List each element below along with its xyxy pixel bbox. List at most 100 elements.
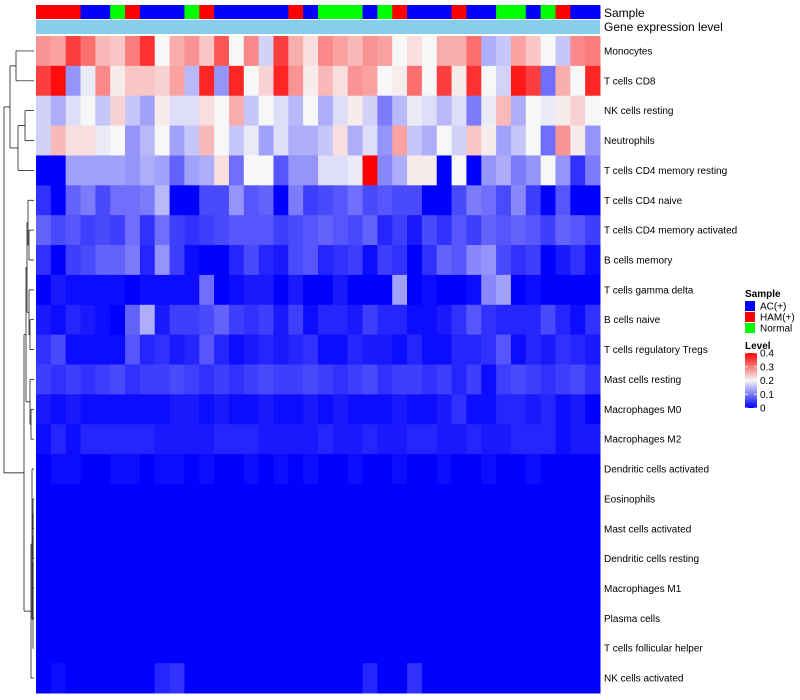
- sample-annotation-cell: [95, 5, 111, 19]
- heatmap-cell: [585, 424, 601, 455]
- heatmap-cell: [258, 334, 274, 365]
- heatmap-cell: [50, 155, 67, 186]
- row-label: NK cells resting: [604, 106, 673, 117]
- row-label: Mast cells activated: [604, 524, 691, 535]
- heatmap-cell: [50, 215, 67, 246]
- heatmap-cell: [36, 573, 52, 604]
- heatmap-cell: [407, 483, 423, 515]
- heatmap-cell: [510, 274, 527, 306]
- heatmap-cell: [36, 155, 52, 186]
- heatmap-cell: [466, 424, 482, 455]
- heatmap-cell: [540, 543, 556, 575]
- heatmap-cell: [392, 573, 408, 604]
- sample-annotation-cell: [392, 5, 408, 19]
- heatmap-cell: [510, 95, 527, 127]
- level-tick-label: 0: [760, 404, 766, 415]
- heatmap-cell: [496, 36, 512, 67]
- heatmap-cell: [80, 125, 96, 156]
- heatmap-cell: [95, 394, 111, 425]
- heatmap-cell: [214, 663, 230, 694]
- heatmap-cell: [407, 274, 423, 306]
- sample-legend-swatch: [745, 323, 755, 333]
- heatmap-cell: [214, 155, 230, 186]
- heatmap-cell: [80, 95, 96, 127]
- heatmap-cell: [496, 603, 512, 634]
- heatmap-cell: [303, 364, 319, 395]
- heatmap-cell: [214, 304, 230, 336]
- heatmap-cell: [50, 36, 67, 67]
- heatmap-cell: [525, 394, 542, 425]
- heatmap-cell: [273, 603, 289, 634]
- heatmap-cell: [243, 513, 260, 545]
- heatmap-cell: [585, 185, 601, 216]
- heatmap-cell: [436, 185, 453, 216]
- heatmap-cell: [481, 95, 497, 127]
- heatmap-cell: [436, 215, 453, 246]
- heatmap-cell: [95, 483, 111, 515]
- heatmap-cell: [303, 304, 319, 336]
- heatmap-cell: [570, 543, 586, 575]
- heatmap-cell: [228, 603, 245, 634]
- heatmap-cell: [451, 513, 467, 545]
- heatmap-cell: [362, 245, 378, 276]
- heatmap-cell: [50, 65, 67, 97]
- heatmap-cell: [347, 65, 364, 97]
- heatmap-cell: [228, 155, 245, 186]
- heatmap-cell: [510, 633, 527, 664]
- sample-annotation-cell: [407, 5, 423, 19]
- heatmap-cell: [496, 394, 512, 425]
- row-label: T cells gamma delta: [604, 285, 694, 296]
- heatmap-cell: [125, 65, 141, 97]
- heatmap-cell: [555, 573, 571, 604]
- heatmap-cell: [555, 454, 571, 485]
- heatmap-cell: [318, 394, 334, 425]
- heatmap-cell: [496, 663, 512, 694]
- heatmap-cell: [555, 663, 571, 694]
- heatmap-cell: [110, 125, 126, 156]
- heatmap-cell: [332, 215, 349, 246]
- heatmap-cell: [125, 663, 141, 694]
- heatmap-cell: [555, 394, 571, 425]
- heatmap-cell: [288, 513, 304, 545]
- heatmap-cell: [392, 543, 408, 575]
- heatmap-cell: [540, 513, 556, 545]
- heatmap-cell: [347, 334, 364, 365]
- heatmap-cell: [154, 215, 171, 246]
- heatmap-cell: [125, 513, 141, 545]
- heatmap-cell: [36, 36, 52, 67]
- heatmap-cell: [303, 36, 319, 67]
- heatmap-cell: [570, 125, 586, 156]
- heatmap-cell: [555, 364, 571, 395]
- heatmap-cell: [318, 215, 334, 246]
- heatmap-cell: [481, 36, 497, 67]
- heatmap-cell: [80, 633, 96, 664]
- heatmap-cell: [392, 513, 408, 545]
- heatmap-cell: [288, 663, 304, 694]
- heatmap-cell: [80, 663, 96, 694]
- heatmap-cell: [362, 334, 378, 365]
- heatmap-cell: [555, 513, 571, 545]
- heatmap-cell: [139, 424, 156, 455]
- heatmap-cell: [585, 633, 601, 664]
- heatmap-cell: [332, 633, 349, 664]
- sample-annotation-cell: [585, 5, 601, 19]
- heatmap-cell: [585, 125, 601, 156]
- sample-annotation-cell: [481, 5, 497, 19]
- heatmap-cell: [65, 155, 82, 186]
- sample-annotation-cell: [510, 5, 527, 19]
- heatmap-cell: [50, 633, 67, 664]
- heatmap-cell: [347, 245, 364, 276]
- heatmap-cell: [169, 274, 185, 306]
- heatmap-cell: [228, 245, 245, 276]
- sample-annotation-cell: [347, 5, 364, 19]
- heatmap-cell: [273, 95, 289, 127]
- heatmap-cell: [510, 603, 527, 634]
- heatmap-cell: [139, 573, 156, 604]
- sample-annotation-cell: [288, 5, 304, 19]
- heatmap-cell: [525, 185, 542, 216]
- heatmap-cell: [451, 274, 467, 306]
- heatmap-cell: [436, 454, 453, 485]
- heatmap-cell: [392, 245, 408, 276]
- heatmap-cell: [95, 513, 111, 545]
- heatmap-cell: [318, 483, 334, 515]
